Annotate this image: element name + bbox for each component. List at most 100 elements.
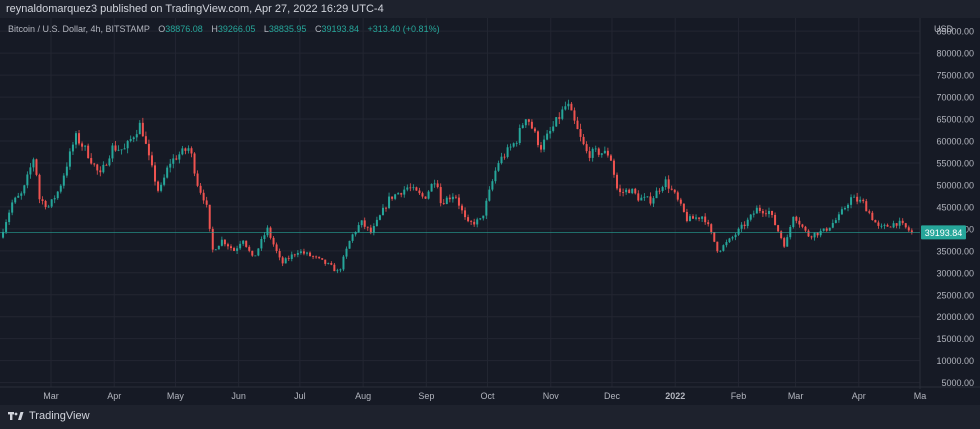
- candle-body: [312, 256, 315, 257]
- candle-body: [549, 130, 552, 134]
- candle-body: [628, 189, 631, 194]
- candle-body: [573, 110, 576, 121]
- candle-body: [266, 227, 269, 236]
- candle-body: [8, 212, 11, 223]
- candle-body: [178, 154, 181, 160]
- candle-body: [561, 109, 564, 119]
- candle-body: [774, 214, 777, 226]
- candle-body: [147, 143, 150, 156]
- candle-body: [111, 145, 114, 159]
- candle-body: [93, 163, 96, 165]
- candle-body: [853, 196, 856, 198]
- candle-body: [378, 215, 381, 220]
- candle-body: [23, 185, 26, 194]
- open-label: O: [158, 24, 166, 34]
- candle-body: [722, 245, 725, 251]
- candle-body: [138, 122, 141, 135]
- candle-body: [223, 239, 226, 245]
- y-tick-label: 30000.00: [936, 268, 974, 278]
- publisher-text: reynaldomarquez3 published on TradingVie…: [6, 3, 384, 15]
- candle-body: [792, 216, 795, 228]
- candle-body: [309, 252, 312, 257]
- candle-body: [494, 170, 497, 182]
- candle-body: [400, 193, 403, 195]
- candle-body: [421, 193, 424, 197]
- candle-body: [281, 257, 284, 264]
- candle-body: [579, 129, 582, 137]
- tradingview-icon: [8, 412, 24, 420]
- candle-body: [661, 187, 664, 191]
- candle-body: [205, 200, 208, 205]
- candle-body: [202, 192, 205, 201]
- candle-body: [154, 165, 157, 182]
- candle-body: [479, 218, 482, 220]
- candle-body: [318, 256, 321, 259]
- candle-body: [764, 213, 767, 215]
- candle-body: [406, 187, 409, 190]
- candle-body: [348, 240, 351, 249]
- candle-body: [242, 240, 245, 244]
- candle-body: [129, 139, 132, 141]
- candle-body: [606, 150, 609, 156]
- candle-body: [38, 174, 41, 200]
- candle-body: [470, 221, 473, 223]
- candle-body: [245, 240, 248, 247]
- candle-body: [339, 269, 342, 271]
- candle-body: [701, 216, 704, 219]
- y-tick-label: 70000.00: [936, 93, 974, 103]
- y-tick-label: 25000.00: [936, 290, 974, 300]
- candle-body: [591, 148, 594, 158]
- candle-body: [582, 136, 585, 145]
- symbol-legend: Bitcoin / U.S. Dollar, 4h, BITSTAMP O388…: [8, 24, 440, 34]
- candle-body: [874, 220, 877, 223]
- candle-body: [123, 148, 126, 150]
- candle-body: [90, 158, 93, 164]
- last-price-badge: [921, 225, 966, 240]
- x-tick-label: Apr: [852, 391, 866, 401]
- candle-body: [740, 224, 743, 229]
- candle-body: [889, 226, 892, 228]
- candle-body: [831, 222, 834, 228]
- price-chart[interactable]: 85000.00 80000.00 75000.00 70000.00 65000.00…: [0, 18, 980, 405]
- candle-body: [631, 188, 634, 194]
- candle-body: [883, 224, 886, 226]
- candle-body: [381, 207, 384, 216]
- candle-body: [543, 139, 546, 150]
- candle-body: [442, 203, 445, 205]
- candle-body: [460, 205, 463, 211]
- candle-body: [898, 220, 901, 226]
- candle-body: [771, 210, 774, 215]
- candle-body: [619, 188, 622, 193]
- candle-body: [141, 122, 144, 137]
- candle-body: [798, 220, 801, 225]
- candle-body: [597, 148, 600, 155]
- candle-body: [457, 197, 460, 206]
- candle-body: [609, 155, 612, 161]
- candle-body: [290, 254, 293, 259]
- x-tick-label: Jul: [294, 391, 306, 401]
- candle-body: [217, 245, 220, 250]
- candle-body: [257, 248, 260, 256]
- candle-body: [616, 174, 619, 189]
- y-tick-label: 65000.00: [936, 115, 974, 125]
- candle-body: [767, 210, 770, 215]
- candle-body: [62, 175, 65, 186]
- candle-body: [166, 167, 169, 178]
- candle-body: [865, 201, 868, 212]
- low-label: L: [263, 24, 269, 34]
- candle-body: [822, 228, 825, 231]
- candle-body: [682, 203, 685, 212]
- candle-body: [856, 196, 859, 202]
- candle-body: [482, 215, 485, 219]
- candle-body: [394, 194, 397, 199]
- change-value: +313.40 (+0.81%): [367, 24, 440, 34]
- candle-body: [239, 243, 242, 249]
- candle-body: [834, 220, 837, 223]
- candle-body: [795, 216, 798, 221]
- candle-body: [35, 159, 38, 175]
- tradingview-logo[interactable]: TradingView: [8, 410, 90, 422]
- candle-body: [87, 145, 90, 159]
- candle-body: [108, 158, 111, 166]
- x-tick-label: Feb: [731, 391, 747, 401]
